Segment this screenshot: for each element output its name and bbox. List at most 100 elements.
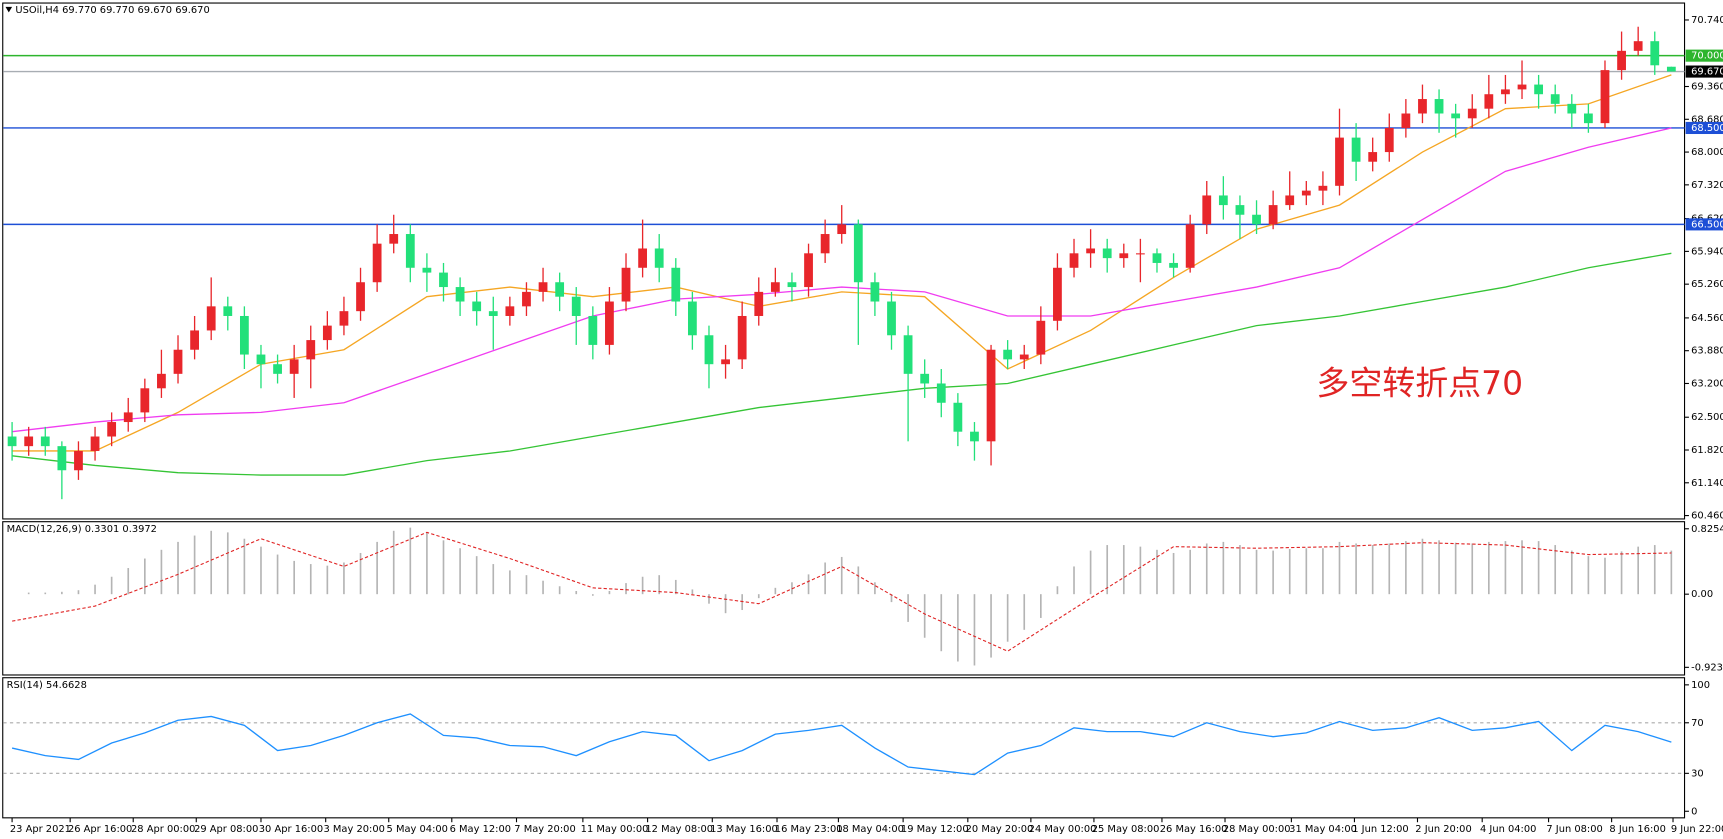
candle-body [1301, 190, 1311, 196]
y-tick-label: 70 [1691, 718, 1704, 729]
y-tick-label: 63.200 [1691, 378, 1723, 389]
moving-average [12, 252, 1672, 476]
x-tick-label: 7 May 20:00 [514, 824, 575, 835]
macd-panel [2, 521, 1686, 676]
candle-body [920, 373, 930, 384]
candle-body [1501, 89, 1510, 95]
candle-body [1152, 253, 1162, 263]
price-label: 70.000 [1691, 51, 1723, 62]
candle-body [123, 412, 133, 423]
x-tick-label: 7 Jun 08:00 [1546, 824, 1602, 835]
y-tick-label: 0.00 [1691, 589, 1713, 600]
y-tick-label: 70.740 [1691, 15, 1723, 26]
candle-body [239, 315, 249, 355]
candle-body [1335, 137, 1344, 186]
candle-body [1666, 66, 1676, 72]
rsi-panel [2, 677, 1686, 819]
candle-body [24, 436, 34, 447]
x-tick-label: 28 Apr 00:00 [131, 824, 195, 835]
x-tick-label: 11 May 00:00 [581, 824, 649, 835]
x-tick-label: 26 Apr 16:00 [68, 824, 132, 835]
candle-body [538, 282, 548, 292]
candle-body [1600, 70, 1610, 124]
rsi-line [11, 713, 1672, 776]
y-tick-label: -0.9234 [1691, 662, 1723, 673]
y-tick-label: 30 [1691, 768, 1704, 779]
candle-body [7, 436, 17, 447]
candle-body [1086, 248, 1096, 254]
x-tick-label: 23 Apr 2021 [10, 824, 71, 835]
menu-triangle [5, 6, 13, 13]
x-tick-label: 3 May 20:00 [323, 824, 384, 835]
signal-line [11, 531, 1672, 652]
price-label: 66.500 [1691, 219, 1723, 230]
candle-body [40, 436, 50, 447]
price-label-box [1685, 218, 1723, 231]
y-tick-label: 68.000 [1691, 147, 1723, 158]
candle-body [936, 383, 946, 403]
candle-body [1102, 248, 1112, 259]
x-tick-label: 6 May 12:00 [450, 824, 511, 835]
candle-body [1583, 113, 1593, 124]
candle-body [953, 402, 963, 432]
x-tick-label: 4 Jun 04:00 [1480, 824, 1536, 835]
candle-body [1401, 113, 1411, 128]
x-tick-label: 5 May 04:00 [387, 824, 448, 835]
candle-body [1451, 113, 1461, 119]
y-tick-label: 69.360 [1691, 82, 1723, 93]
candle-body [439, 272, 448, 288]
candle-body [57, 446, 67, 471]
price-label: 69.670 [1691, 67, 1723, 78]
candle-body [1135, 253, 1145, 255]
price-label: 68.500 [1691, 123, 1723, 134]
candle-body [157, 373, 166, 389]
y-tick-label: 63.880 [1691, 346, 1723, 357]
candle-body [1534, 84, 1544, 95]
candle-body [1119, 253, 1129, 259]
candle-body [1650, 41, 1660, 66]
candle-body [1550, 94, 1560, 104]
x-tick-label: 9 Jun 22:00 [1671, 824, 1723, 835]
candle-body [522, 291, 531, 307]
candle-body [1418, 99, 1427, 114]
candle-body [1268, 205, 1278, 225]
candle-body [405, 234, 415, 268]
candle-body [140, 388, 150, 413]
y-tick-label: 67.320 [1691, 180, 1723, 191]
candle-body [770, 282, 780, 292]
x-tick-label: 20 May 20:00 [966, 824, 1034, 835]
y-tick-label: 62.500 [1691, 412, 1723, 423]
candle-body [837, 224, 847, 235]
candle-body [870, 282, 880, 302]
candle-body [1019, 354, 1029, 360]
candle-body [488, 311, 498, 316]
x-tick-label: 28 May 00:00 [1223, 824, 1291, 835]
candle-body [1036, 320, 1046, 355]
candle-body [223, 306, 233, 316]
main-panel [2, 2, 1686, 520]
x-tick-label: 12 May 08:00 [645, 824, 713, 835]
price-label-box [1685, 49, 1723, 62]
x-tick-label: 26 May 16:00 [1160, 824, 1228, 835]
x-tick-label: 29 Apr 08:00 [194, 824, 258, 835]
candle-body [1053, 267, 1062, 321]
x-tick-label: 2 Jun 20:00 [1415, 824, 1471, 835]
price-label-box [1685, 65, 1723, 78]
candle-body [1633, 41, 1643, 51]
candle-body [1351, 137, 1361, 162]
candle-body [787, 282, 797, 288]
candle-body [1567, 103, 1577, 114]
candle-body [1202, 195, 1212, 225]
candle-body [1069, 253, 1079, 268]
annotation: 多空转折点70 [1316, 363, 1523, 402]
candle-body [1617, 50, 1626, 71]
candle-body [638, 248, 648, 268]
candle-body [389, 234, 399, 244]
candle-body [74, 450, 83, 471]
candle-body [339, 311, 349, 326]
y-tick-label: 0 [1691, 806, 1697, 817]
candle-body [256, 354, 266, 365]
candle-body [1318, 185, 1328, 191]
candle-body [1467, 108, 1477, 119]
